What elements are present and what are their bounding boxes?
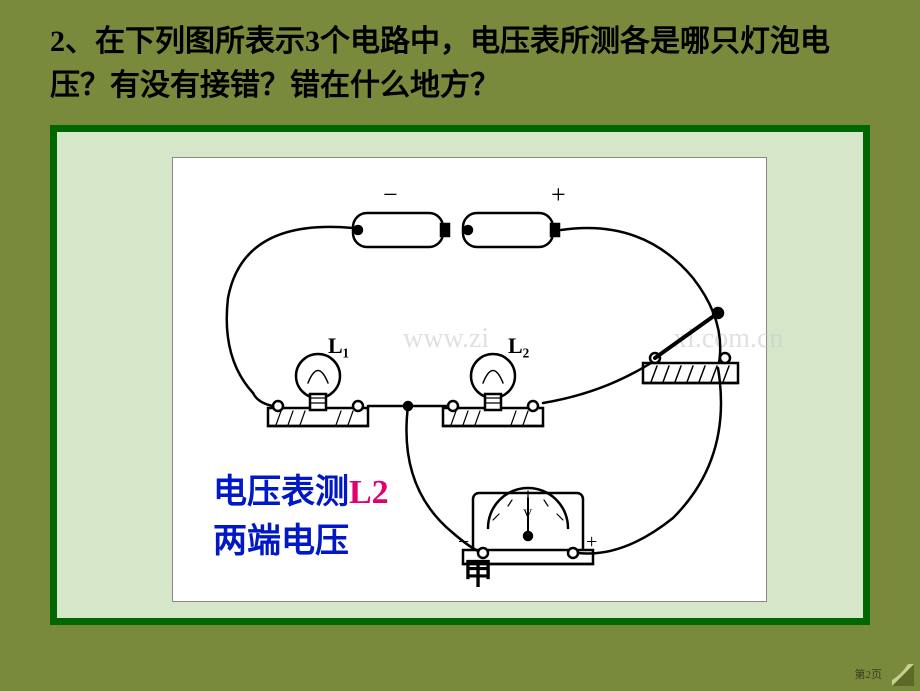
slide: 2、在下列图所表示3个电路中，电压表所测各是哪只灯泡电压？有没有接错？错在什么地… bbox=[0, 0, 920, 690]
figure-frame: www.zi xi.com.cn bbox=[50, 125, 870, 625]
battery-plus: + bbox=[551, 180, 566, 209]
lamp-l2-label: L₂ bbox=[508, 333, 530, 358]
page-curl-icon bbox=[892, 664, 914, 686]
figure-inner: www.zi xi.com.cn bbox=[172, 157, 767, 602]
meter-v: V bbox=[523, 506, 533, 521]
annotation-line2: 两端电压 bbox=[213, 523, 349, 560]
battery-minus: − bbox=[383, 180, 398, 209]
lamp-l1-label: L₁ bbox=[328, 333, 349, 358]
annotation: 电压表测L2 两端电压 bbox=[213, 468, 389, 567]
annotation-lamp: L2 bbox=[349, 474, 389, 511]
annotation-prefix: 电压表测 bbox=[213, 474, 349, 511]
question-text: 2、在下列图所表示3个电路中，电压表所测各是哪只灯泡电压？有没有接错？错在什么地… bbox=[50, 20, 870, 107]
page-number: 第2页 bbox=[855, 666, 883, 682]
caption-jia: 甲 bbox=[463, 549, 493, 593]
meter-plus: + bbox=[586, 531, 597, 553]
